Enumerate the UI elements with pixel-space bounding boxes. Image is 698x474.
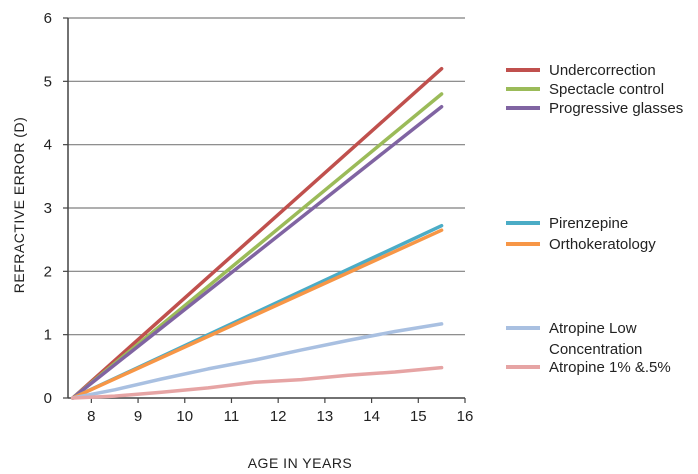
y-tick-label-1: 1 [44, 327, 52, 344]
y-axis-title: REFRACTIVE ERROR (D) [11, 117, 27, 293]
x-tick-label-12: 12 [270, 408, 287, 425]
y-tick-label-5: 5 [44, 73, 52, 90]
x-axis-title: AGE IN YEARS [248, 455, 353, 471]
x-tick-labels: 8 9 10 11 12 13 14 15 16 [87, 398, 473, 425]
y-tick-label-0: 0 [44, 390, 52, 407]
y-tick-labels: 0 1 2 3 4 5 6 [44, 10, 68, 407]
series-line-orthokeratology [70, 228, 444, 400]
x-tick-label-8: 8 [87, 408, 95, 425]
x-tick-label-13: 13 [317, 408, 334, 425]
x-tick-label-11: 11 [224, 408, 240, 425]
series-line-atropine-low-concentration [70, 322, 444, 400]
gridlines [68, 17, 465, 336]
x-tick-label-16: 16 [457, 408, 474, 425]
y-tick-label-2: 2 [44, 263, 52, 280]
legend-label-undercorrection: Undercorrection [549, 62, 656, 79]
legend-label-pirenzepine: Pirenzepine [549, 215, 628, 232]
x-tick-label-10: 10 [176, 408, 193, 425]
x-tick-label-15: 15 [410, 408, 427, 425]
y-tick-label-6: 6 [44, 10, 52, 27]
legend-label-progressive-glasses: Progressive glasses [549, 100, 683, 117]
y-tick-label-4: 4 [44, 137, 52, 154]
legend-label-atropine-low-concentration: Atropine Low [549, 320, 637, 337]
legend-label-spectacle-control: Spectacle control [549, 81, 664, 98]
series-line-undercorrection [70, 66, 444, 400]
series-line-atropine-1-5- [70, 365, 444, 400]
x-tick-label-14: 14 [363, 408, 380, 425]
series-line-progressive-glasses [70, 104, 444, 400]
legend: Undercorrection Spectacle control Progress… [506, 62, 683, 376]
legend-label-orthokeratology: Orthokeratology [549, 236, 656, 253]
x-tick-label-9: 9 [134, 408, 142, 425]
series-lines [70, 66, 444, 400]
y-tick-label-3: 3 [44, 200, 52, 217]
legend-label-atropine-low-concentration: Concentration [549, 341, 642, 358]
legend-label-atropine-1-5-: Atropine 1% &.5% [549, 359, 671, 376]
